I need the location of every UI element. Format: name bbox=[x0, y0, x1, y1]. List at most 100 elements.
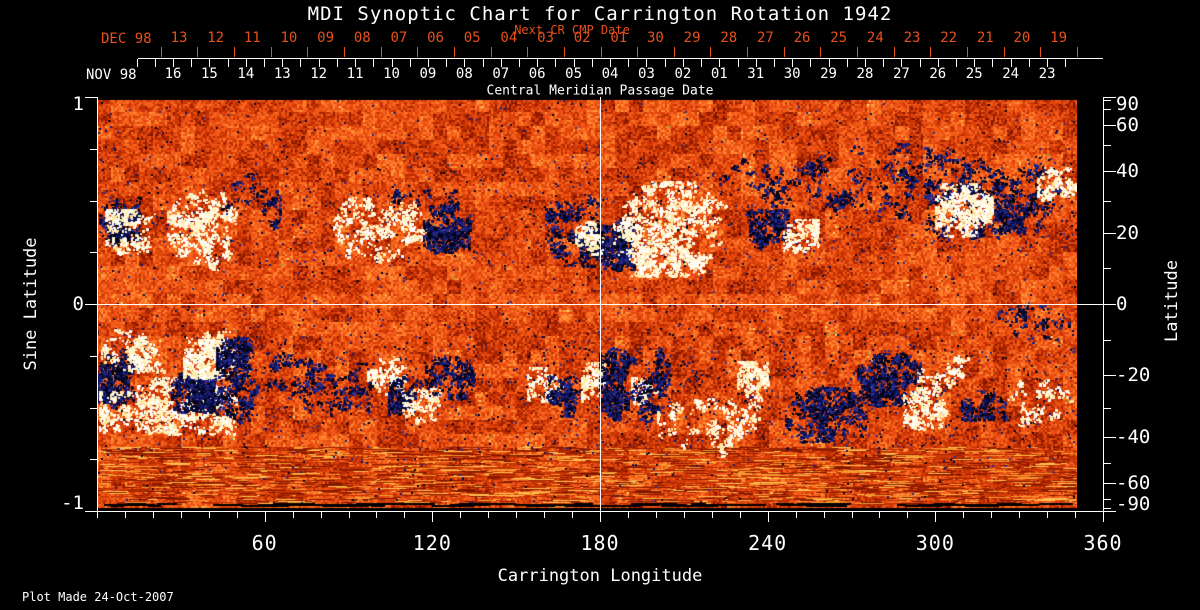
cmp-tick-dec bbox=[417, 47, 419, 57]
cmp-tick-nov bbox=[1047, 59, 1049, 67]
nov-month-label: NOV 98 bbox=[86, 67, 137, 83]
lat-tick bbox=[1104, 109, 1111, 111]
lon-tick bbox=[180, 512, 182, 518]
cmp-tick-nov bbox=[518, 59, 520, 67]
cmp-tick-nov bbox=[318, 59, 320, 67]
cmp-day-label-dec: 20 bbox=[1013, 30, 1031, 46]
cmp-tick-nov bbox=[464, 59, 466, 67]
cmp-day-label-nov: 26 bbox=[929, 66, 947, 82]
cmp-day-label-nov: 03 bbox=[638, 66, 655, 82]
lon-tick bbox=[124, 512, 126, 518]
cmp-tick-nov bbox=[974, 59, 976, 67]
lat-tick-label: 20 bbox=[1116, 222, 1139, 245]
lat-tick bbox=[1104, 268, 1111, 270]
cmp-day-label-dec: 01 bbox=[610, 30, 628, 46]
cmp-tick-dec bbox=[1040, 47, 1042, 57]
cmp-tick-nov bbox=[482, 59, 484, 67]
cmp-tick-nov bbox=[610, 59, 612, 67]
sine-tick bbox=[85, 511, 97, 512]
cmp-tick-nov bbox=[719, 59, 721, 67]
cmp-day-label-dec: 07 bbox=[390, 30, 408, 46]
cmp-tick-dec bbox=[820, 47, 822, 57]
cmp-day-label-dec: 03 bbox=[537, 30, 554, 46]
cmp-day-label-nov: 07 bbox=[492, 66, 510, 82]
cmp-tick-dec bbox=[563, 47, 565, 57]
cmp-tick-dec bbox=[197, 47, 199, 57]
lon-tick bbox=[320, 512, 322, 518]
lat-tick bbox=[1104, 304, 1116, 305]
lon-tick bbox=[991, 512, 993, 518]
cmp-tick-nov bbox=[1065, 59, 1067, 67]
cmp-day-label-dec: 09 bbox=[317, 30, 335, 46]
lon-tick-label: 120 bbox=[412, 531, 452, 555]
lon-tick bbox=[627, 512, 629, 518]
lon-tick bbox=[432, 512, 434, 522]
lon-tick bbox=[1047, 512, 1049, 518]
cmp-day-label-nov: 29 bbox=[820, 66, 837, 82]
cmp-tick-nov bbox=[810, 59, 812, 67]
lon-tick-label: 60 bbox=[251, 531, 278, 555]
cmp-day-label-nov: 10 bbox=[383, 66, 400, 82]
cmp-tick-nov bbox=[573, 59, 575, 67]
lat-tick bbox=[1104, 233, 1116, 235]
right-axis-title: Latitude bbox=[1162, 260, 1182, 342]
cmp-tick-nov bbox=[227, 59, 229, 67]
cmp-day-label-dec: 11 bbox=[243, 30, 261, 46]
lon-tick bbox=[963, 512, 965, 518]
lat-tick-label: -60 bbox=[1116, 472, 1151, 495]
sine-tick-label: 1 bbox=[72, 93, 84, 115]
cmp-day-label-nov: 30 bbox=[783, 66, 801, 82]
cmp-tick-dec bbox=[380, 47, 382, 57]
cmp-tick-dec bbox=[600, 47, 602, 57]
cmp-tick-nov bbox=[682, 59, 684, 67]
lon-tick-label: 300 bbox=[915, 531, 955, 555]
lon-tick bbox=[655, 512, 657, 518]
cmp-tick-nov bbox=[628, 59, 630, 67]
cmp-tick-nov bbox=[555, 59, 557, 67]
lon-tick bbox=[404, 512, 406, 518]
cmp-tick-dec bbox=[270, 47, 272, 57]
sine-tick bbox=[85, 304, 97, 305]
lat-tick bbox=[1104, 145, 1111, 147]
cmp-day-label-dec: 06 bbox=[427, 30, 444, 46]
lat-tick bbox=[1104, 507, 1111, 509]
sine-tick bbox=[90, 200, 97, 202]
lon-tick-label: 180 bbox=[580, 531, 620, 555]
cmp-day-label-dec: 26 bbox=[793, 30, 811, 46]
cmp-tick-dec bbox=[343, 47, 345, 57]
cmp-tick-nov bbox=[500, 59, 502, 67]
cmp-tick-dec bbox=[160, 47, 162, 57]
lon-tick bbox=[460, 512, 462, 518]
next-cr-cmp-date-label: Next CR CMP Date bbox=[514, 23, 630, 37]
cmp-tick-nov bbox=[336, 59, 338, 67]
lon-tick bbox=[851, 512, 853, 518]
cmp-day-label-dec: 04 bbox=[500, 30, 518, 46]
lat-tick bbox=[1104, 170, 1116, 172]
cmp-day-label-nov: 15 bbox=[200, 66, 218, 82]
cmp-tick-nov bbox=[154, 59, 156, 67]
lon-tick bbox=[152, 512, 154, 518]
cmp-day-label-nov: 16 bbox=[164, 66, 182, 82]
lat-tick-label: -90 bbox=[1116, 493, 1151, 515]
cmp-tick-dec bbox=[527, 47, 529, 57]
cmp-day-label-dec: 29 bbox=[683, 30, 701, 46]
lat-tick bbox=[1104, 339, 1111, 341]
lat-tick bbox=[1104, 200, 1111, 202]
cmp-tick-nov bbox=[209, 59, 211, 67]
sine-tick bbox=[90, 459, 97, 461]
lat-tick bbox=[1104, 124, 1116, 126]
cmp-day-label-dec: 23 bbox=[903, 30, 921, 46]
lon-tick bbox=[1103, 512, 1104, 522]
cmp-tick-nov bbox=[537, 59, 539, 67]
lat-tick-label: 90 bbox=[1116, 93, 1139, 115]
lon-tick bbox=[1075, 512, 1077, 518]
cmp-tick-nov bbox=[136, 59, 138, 67]
lon-tick bbox=[264, 512, 266, 522]
lat-tick-label: 60 bbox=[1116, 113, 1139, 136]
cmp-tick-nov bbox=[191, 59, 193, 67]
cmp-tick-dec bbox=[673, 47, 675, 57]
cmp-day-label-nov: 02 bbox=[674, 66, 692, 82]
lon-tick bbox=[376, 512, 378, 518]
lon-tick bbox=[516, 512, 518, 518]
cmp-tick-nov bbox=[992, 59, 994, 67]
